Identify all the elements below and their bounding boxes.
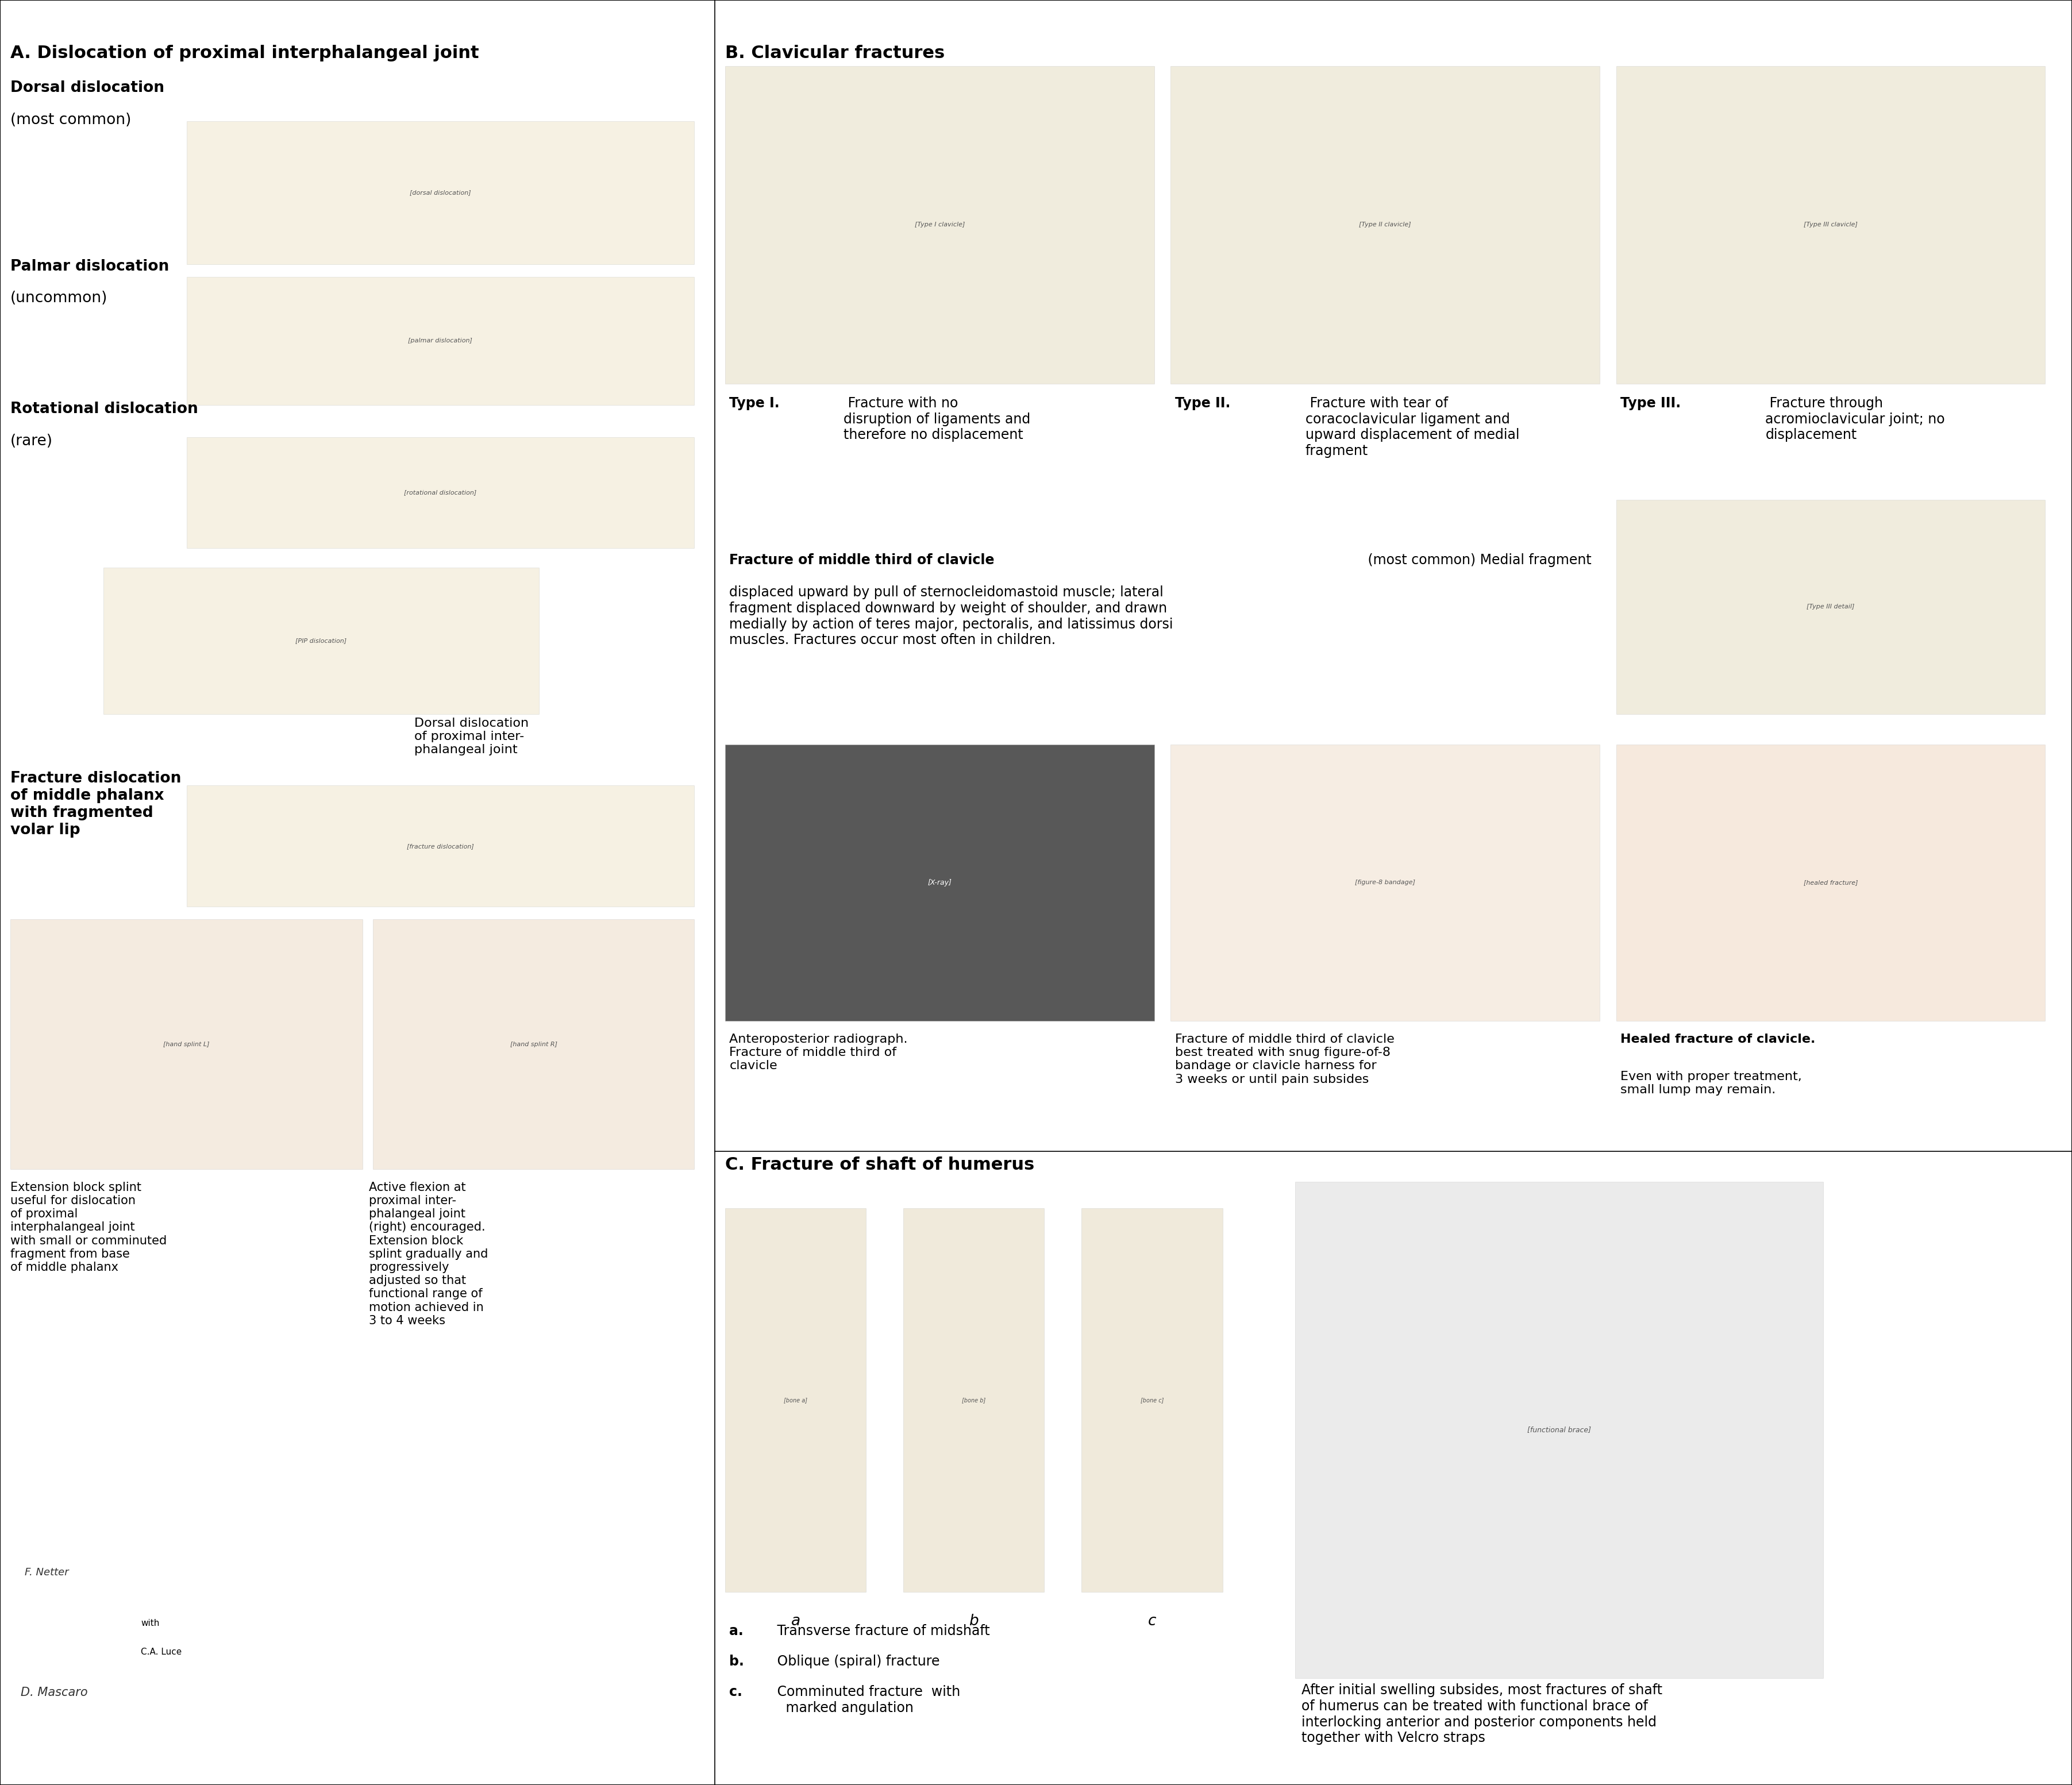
Text: [hand splint L]: [hand splint L] — [164, 1041, 209, 1048]
Text: B. Clavicular fractures: B. Clavicular fractures — [725, 45, 945, 61]
FancyBboxPatch shape — [1082, 1208, 1222, 1592]
Text: [Type III detail]: [Type III detail] — [1807, 603, 1854, 610]
Text: Dorsal dislocation
of proximal inter-
phalangeal joint: Dorsal dislocation of proximal inter- ph… — [414, 718, 528, 755]
Text: [functional brace]: [functional brace] — [1527, 1426, 1591, 1433]
Text: [Type III clavicle]: [Type III clavicle] — [1803, 221, 1859, 228]
FancyBboxPatch shape — [725, 66, 1154, 384]
Text: Fracture with tear of
coracoclavicular ligament and
upward displacement of media: Fracture with tear of coracoclavicular l… — [1305, 396, 1519, 459]
FancyBboxPatch shape — [186, 785, 694, 907]
FancyBboxPatch shape — [1295, 1182, 1823, 1678]
Text: [PIP dislocation]: [PIP dislocation] — [296, 637, 346, 644]
FancyBboxPatch shape — [104, 568, 539, 714]
Text: [bone a]: [bone a] — [783, 1398, 808, 1403]
Text: Type I.: Type I. — [729, 396, 779, 411]
Text: Fracture of middle third of clavicle: Fracture of middle third of clavicle — [729, 553, 995, 568]
Text: A. Dislocation of proximal interphalangeal joint: A. Dislocation of proximal interphalange… — [10, 45, 479, 61]
Text: Oblique (spiral) fracture: Oblique (spiral) fracture — [773, 1655, 941, 1669]
Text: b: b — [970, 1614, 978, 1628]
Text: [rotational dislocation]: [rotational dislocation] — [404, 489, 477, 496]
FancyBboxPatch shape — [725, 1208, 866, 1592]
Text: with: with — [141, 1619, 160, 1628]
Text: D. Mascaro: D. Mascaro — [21, 1687, 87, 1698]
Text: Type II.: Type II. — [1175, 396, 1231, 411]
Text: Type III.: Type III. — [1620, 396, 1680, 411]
FancyBboxPatch shape — [725, 744, 1154, 1021]
Text: (most common) Medial fragment: (most common) Medial fragment — [1363, 553, 1591, 568]
Text: Fracture of middle third of clavicle
best treated with snug figure-of-8
bandage : Fracture of middle third of clavicle bes… — [1175, 1034, 1394, 1085]
FancyBboxPatch shape — [903, 1208, 1044, 1592]
Text: [bone b]: [bone b] — [961, 1398, 986, 1403]
Text: (uncommon): (uncommon) — [10, 291, 108, 305]
Text: Rotational dislocation: Rotational dislocation — [10, 402, 199, 416]
Text: Transverse fracture of midshaft: Transverse fracture of midshaft — [773, 1624, 990, 1639]
Text: [figure-8 bandage]: [figure-8 bandage] — [1355, 880, 1415, 885]
Text: a: a — [792, 1614, 800, 1628]
FancyBboxPatch shape — [186, 277, 694, 405]
FancyBboxPatch shape — [1616, 66, 2045, 384]
Text: (most common): (most common) — [10, 112, 131, 127]
FancyBboxPatch shape — [186, 121, 694, 264]
Text: (rare): (rare) — [10, 434, 54, 448]
Text: Comminuted fracture  with
   marked angulation: Comminuted fracture with marked angulati… — [773, 1685, 959, 1715]
Text: [healed fracture]: [healed fracture] — [1803, 880, 1859, 885]
Text: Fracture with no
disruption of ligaments and
therefore no displacement: Fracture with no disruption of ligaments… — [843, 396, 1030, 443]
Text: Dorsal dislocation: Dorsal dislocation — [10, 80, 164, 95]
Text: C.A. Luce: C.A. Luce — [141, 1648, 182, 1656]
Text: After initial swelling subsides, most fractures of shaft
of humerus can be treat: After initial swelling subsides, most fr… — [1301, 1683, 1662, 1746]
Text: Active flexion at
proximal inter-
phalangeal joint
(right) encouraged.
Extension: Active flexion at proximal inter- phalan… — [369, 1182, 489, 1326]
Text: Palmar dislocation: Palmar dislocation — [10, 259, 170, 273]
Text: [Type II clavicle]: [Type II clavicle] — [1359, 221, 1411, 228]
Text: c: c — [1148, 1614, 1156, 1628]
FancyBboxPatch shape — [186, 437, 694, 548]
Text: c.: c. — [729, 1685, 742, 1699]
Text: b.: b. — [729, 1655, 744, 1669]
Text: [X-ray]: [X-ray] — [928, 878, 951, 887]
Text: [palmar dislocation]: [palmar dislocation] — [408, 337, 472, 345]
FancyBboxPatch shape — [10, 919, 363, 1169]
Text: Anteroposterior radiograph.
Fracture of middle third of
clavicle: Anteroposterior radiograph. Fracture of … — [729, 1034, 908, 1071]
Text: C. Fracture of shaft of humerus: C. Fracture of shaft of humerus — [725, 1157, 1034, 1173]
Text: [hand splint R]: [hand splint R] — [510, 1041, 557, 1048]
Text: Extension block splint
useful for dislocation
of proximal
interphalangeal joint
: Extension block splint useful for disloc… — [10, 1182, 166, 1273]
FancyBboxPatch shape — [1616, 500, 2045, 714]
Text: [dorsal dislocation]: [dorsal dislocation] — [410, 189, 470, 196]
Text: Fracture dislocation
of middle phalanx
with fragmented
volar lip: Fracture dislocation of middle phalanx w… — [10, 771, 180, 837]
Text: Even with proper treatment,
small lump may remain.: Even with proper treatment, small lump m… — [1620, 1071, 1803, 1096]
FancyBboxPatch shape — [373, 919, 694, 1169]
Text: Healed fracture of clavicle.: Healed fracture of clavicle. — [1620, 1034, 1815, 1044]
Text: F. Netter: F. Netter — [25, 1567, 68, 1578]
Text: Fracture through
acromioclavicular joint; no
displacement: Fracture through acromioclavicular joint… — [1765, 396, 1946, 443]
FancyBboxPatch shape — [1616, 744, 2045, 1021]
FancyBboxPatch shape — [1171, 66, 1600, 384]
FancyBboxPatch shape — [1171, 744, 1600, 1021]
Text: [fracture dislocation]: [fracture dislocation] — [406, 843, 474, 850]
Text: a.: a. — [729, 1624, 744, 1639]
Text: [Type I clavicle]: [Type I clavicle] — [914, 221, 966, 228]
Text: displaced upward by pull of sternocleidomastoid muscle; lateral
fragment displac: displaced upward by pull of sternocleido… — [729, 585, 1173, 648]
Text: [bone c]: [bone c] — [1140, 1398, 1164, 1403]
